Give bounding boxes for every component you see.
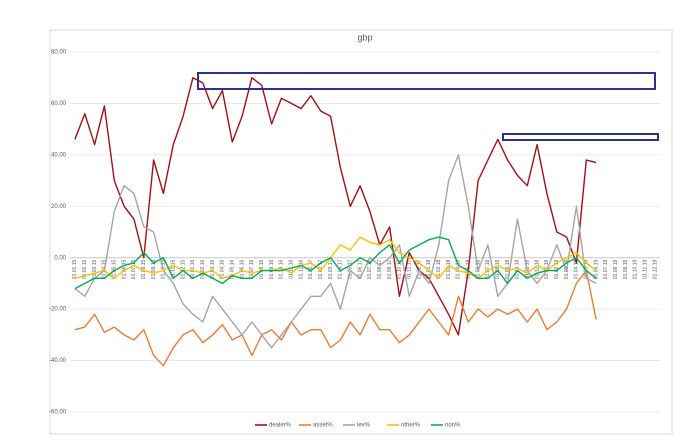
x-tick-label: 01.04.18 bbox=[456, 260, 462, 280]
y-tick-label: -40.00 bbox=[49, 358, 67, 364]
x-tick-label: 01.08.17 bbox=[377, 260, 383, 280]
x-tick-label: 01.01.18 bbox=[426, 260, 432, 280]
x-tick-label: 01.06.16 bbox=[239, 260, 245, 280]
x-tick-label: 01.06.15 bbox=[121, 260, 127, 280]
y-tick-label: 80.00 bbox=[51, 50, 67, 56]
x-tick-label: 01.02.16 bbox=[200, 260, 206, 280]
x-tick-label: 01.04.17 bbox=[338, 260, 344, 280]
y-tick-label: 0.00 bbox=[54, 255, 66, 261]
series-line bbox=[74, 236, 597, 290]
x-tick-label: 01.03.16 bbox=[210, 260, 216, 280]
x-tick-label: 01.07.15 bbox=[131, 260, 137, 280]
x-tick-label: 01.08.15 bbox=[141, 260, 147, 280]
x-tick-label: 01.11.15 bbox=[171, 259, 177, 278]
y-tick-label: 60.00 bbox=[51, 101, 67, 107]
x-tick-label: 01.06.19 bbox=[593, 260, 599, 280]
x-tick-label: 01.02.15 bbox=[82, 260, 88, 280]
x-tick-label: 01.08.16 bbox=[259, 260, 265, 280]
x-tick-label: 01.09.16 bbox=[269, 260, 275, 280]
x-tick-label: 01.09.15 bbox=[151, 260, 157, 280]
x-tick-label: 01.05.17 bbox=[348, 260, 354, 280]
x-tick-label: 01.09.17 bbox=[387, 260, 393, 280]
x-tick-label: 01.11.17 bbox=[407, 259, 413, 278]
highlight-box bbox=[197, 72, 656, 90]
x-tick-label: 01.06.17 bbox=[357, 260, 363, 280]
x-tick-label: 01.11.16 bbox=[289, 259, 295, 278]
x-tick-label: 01.10.18 bbox=[515, 260, 521, 280]
y-tick-label: -20.00 bbox=[49, 307, 67, 313]
x-tick-label: 01.05.16 bbox=[230, 260, 236, 280]
x-tick-label: 01.02.18 bbox=[436, 260, 442, 280]
x-tick-label: 01.09.19 bbox=[623, 260, 629, 280]
x-tick-label: 01.04.16 bbox=[220, 260, 226, 280]
x-tick-label: 01.08.18 bbox=[495, 260, 501, 280]
legend-label: other% bbox=[401, 423, 421, 429]
x-tick-label: 01.12.19 bbox=[652, 260, 658, 280]
x-tick-label: 01.04.19 bbox=[574, 260, 580, 280]
plot-area: -60.00 -40.00 -20.00 0.00 20.00 40.00 60.00 80.… bbox=[49, 50, 660, 416]
x-tick-label: 01.05.15 bbox=[112, 260, 118, 280]
x-tick-label: 01.07.17 bbox=[367, 260, 373, 280]
x-tick-label: 01.10.16 bbox=[279, 260, 285, 280]
legend-label: dealer% bbox=[269, 423, 292, 429]
y-tick-label: 20.00 bbox=[51, 204, 67, 210]
highlight-box bbox=[502, 133, 659, 141]
x-tick-label: 01.07.18 bbox=[485, 260, 491, 280]
x-tick-label: 01.10.17 bbox=[397, 260, 403, 280]
x-tick-label: 01.01.17 bbox=[308, 260, 314, 280]
legend-label: asset% bbox=[313, 423, 333, 429]
x-tick-label: 01.07.19 bbox=[603, 260, 609, 280]
y-tick-label: 40.00 bbox=[51, 152, 67, 158]
chart-title: gbp bbox=[357, 32, 372, 42]
x-tick-label: 01.07.16 bbox=[249, 260, 255, 280]
x-tick-label: 01.11.19 bbox=[643, 259, 649, 278]
x-tick-label: 01.08.19 bbox=[613, 260, 619, 280]
x-tick-label: 01.10.19 bbox=[633, 260, 639, 280]
x-tick-label: 01.12.15 bbox=[180, 260, 186, 280]
series-line bbox=[74, 269, 597, 367]
x-tick-label: 01.03.18 bbox=[446, 260, 452, 280]
x-tick-label: 01.09.18 bbox=[505, 260, 511, 280]
x-tick-label: 01.03.15 bbox=[92, 260, 98, 280]
x-tick-label: 01.02.19 bbox=[554, 260, 560, 280]
x-tick-label: 01.03.17 bbox=[328, 260, 334, 280]
x-tick-label: 01.01.15 bbox=[72, 260, 78, 280]
x-tick-label: 01.05.19 bbox=[584, 260, 590, 280]
series-line bbox=[74, 236, 597, 279]
x-tick-label: 01.01.16 bbox=[190, 260, 196, 280]
series-line bbox=[74, 77, 597, 336]
x-tick-label: 01.12.17 bbox=[416, 260, 422, 280]
x-tick-label: 01.12.16 bbox=[298, 260, 304, 280]
legend-label: non% bbox=[445, 423, 461, 429]
legend-label: lev% bbox=[357, 423, 371, 429]
series-line bbox=[74, 154, 597, 349]
x-tick-label: 01.12.18 bbox=[534, 260, 540, 280]
y-tick-label: -60.00 bbox=[49, 410, 67, 416]
